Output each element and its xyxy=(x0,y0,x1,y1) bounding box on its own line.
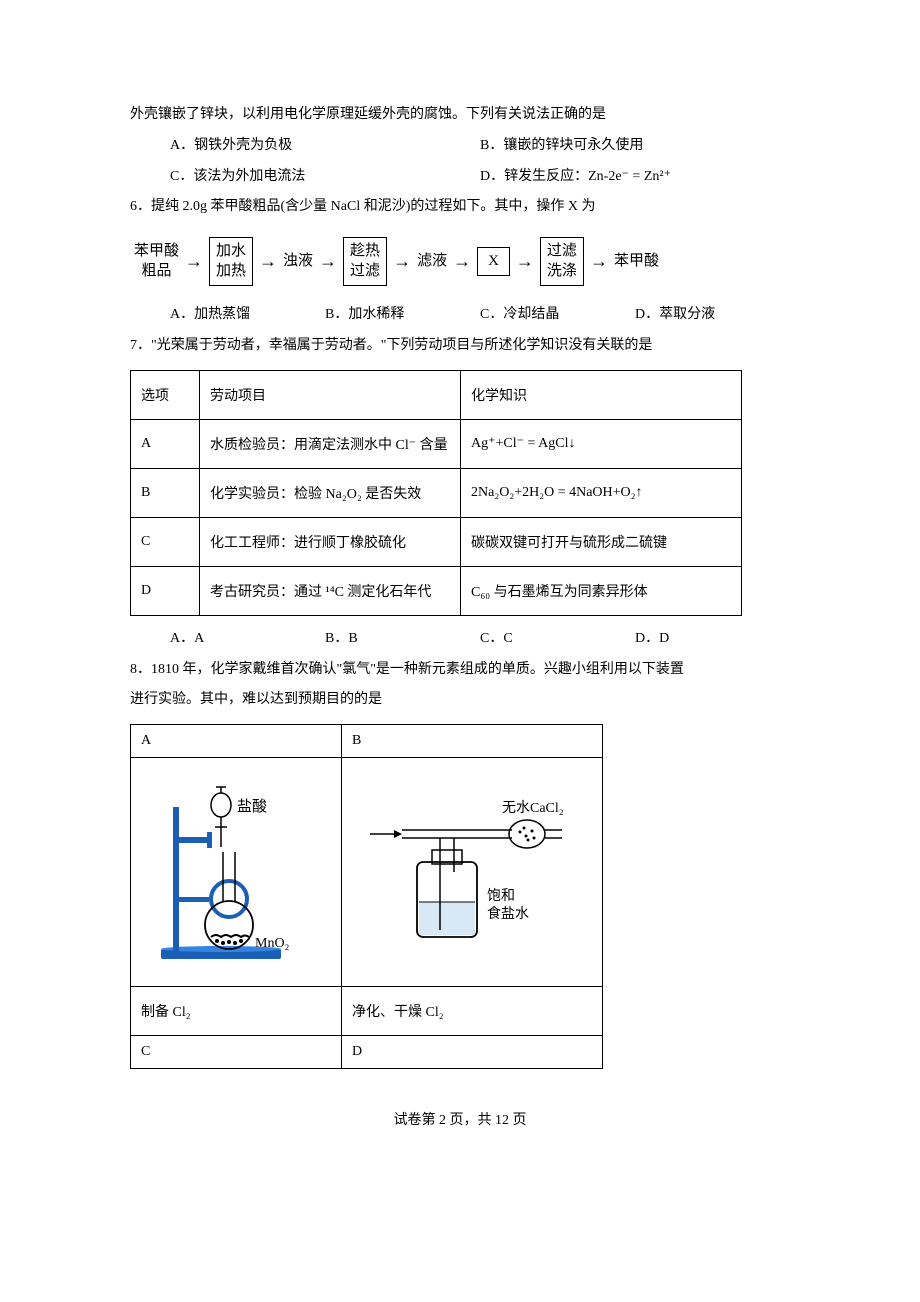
arrow-icon: → xyxy=(590,251,608,272)
q8-b-apparatus: 无水CaCl₂ 饱和 食盐水 xyxy=(342,758,603,987)
flow-start-l1: 苯甲酸 xyxy=(134,243,179,259)
q6-flowchart: 苯甲酸 粗品 → 加水 加热 → 浊液 → 趁热 过滤 → 滤液 → X → 过… xyxy=(134,237,790,286)
table-row: A B xyxy=(131,725,603,758)
q6-opt-a: A．加热蒸馏 xyxy=(170,300,325,331)
label-mno2: MnO₂ xyxy=(255,936,290,951)
arrow-icon: → xyxy=(259,251,277,272)
q7-opt-a: A．A xyxy=(170,624,325,655)
q5-continuation: 外壳镶嵌了锌块，以利用电化学原理延缓外壳的腐蚀。下列有关说法正确的是 xyxy=(130,100,790,131)
q7-r3-opt: D xyxy=(131,566,200,615)
flow-box2: 趁热 过滤 xyxy=(343,237,387,286)
apparatus-b-icon: 无水CaCl₂ 饱和 食盐水 xyxy=(362,782,582,962)
arrow-icon: → xyxy=(185,251,203,272)
flow-box4-l1: 过滤 xyxy=(547,243,577,259)
q5-options-row2: C．该法为外加电流法 D．锌发生反应：Zn-2e⁻ = Zn²⁺ xyxy=(130,162,790,193)
flow-start: 苯甲酸 粗品 xyxy=(134,242,179,281)
table-row: B 化学实验员：检验 Na₂O₂ 是否失效 2Na₂O₂+2H₂O = 4NaO… xyxy=(131,468,742,517)
q7-h3: 化学知识 xyxy=(461,370,742,419)
flow-box2-l1: 趁热 xyxy=(350,243,380,259)
q7-h2: 劳动项目 xyxy=(200,370,461,419)
flow-box2-l2: 过滤 xyxy=(350,263,380,279)
q6-opt-b: B．加水稀释 xyxy=(325,300,480,331)
q8-table: A B xyxy=(130,724,603,1069)
q8-a-caption: 制备 Cl₂ xyxy=(131,987,342,1036)
q7-r0-proj: 水质检验员：用滴定法测水中 Cl⁻ 含量 xyxy=(200,419,461,468)
q7-stem: 7．"光荣属于劳动者，幸福属于劳动者。"下列劳动项目与所述化学知识没有关联的是 xyxy=(130,331,790,362)
q7-r2-chem: 碳碳双键可打开与硫形成二硫键 xyxy=(461,517,742,566)
flow-box1: 加水 加热 xyxy=(209,237,253,286)
flow-box1-l2: 加热 xyxy=(216,263,246,279)
q6-options: A．加热蒸馏 B．加水稀释 C．冷却结晶 D．萃取分液 xyxy=(130,300,790,331)
label-brine2: 食盐水 xyxy=(487,905,529,922)
q5-options-row1: A．钢铁外壳为负极 B．镶嵌的锌块可永久使用 xyxy=(130,131,790,162)
q8-a-label: A xyxy=(131,725,342,758)
table-row: C D xyxy=(131,1036,603,1069)
label-brine1: 饱和 xyxy=(487,888,515,904)
q7-r0-opt: A xyxy=(131,419,200,468)
arrow-icon: → xyxy=(516,251,534,272)
table-header-row: 选项 劳动项目 化学知识 xyxy=(131,370,742,419)
q8-b-label: B xyxy=(342,725,603,758)
q7-r1-chem: 2Na₂O₂+2H₂O = 4NaOH+O₂↑ xyxy=(461,468,742,517)
table-row: D 考古研究员：通过 ¹⁴C 测定化石年代 C₆₀ 与石墨烯互为同素异形体 xyxy=(131,566,742,615)
q8-b-caption: 净化、干燥 Cl₂ xyxy=(342,987,603,1036)
q7-r1-proj: 化学实验员：检验 Na₂O₂ 是否失效 xyxy=(200,468,461,517)
q7-r2-proj: 化工工程师：进行顺丁橡胶硫化 xyxy=(200,517,461,566)
q7-opt-d: D．D xyxy=(635,624,790,655)
q5-opt-d: D．锌发生反应：Zn-2e⁻ = Zn²⁺ xyxy=(480,162,790,193)
q7-r1-opt: B xyxy=(131,468,200,517)
q6-opt-c: C．冷却结晶 xyxy=(480,300,635,331)
q7-opt-c: C．C xyxy=(480,624,635,655)
label-hcl: 盐酸 xyxy=(237,798,267,815)
q7-options: A．A B．B C．C D．D xyxy=(130,624,790,655)
table-row: C 化工工程师：进行顺丁橡胶硫化 碳碳双键可打开与硫形成二硫键 xyxy=(131,517,742,566)
q7-r3-proj: 考古研究员：通过 ¹⁴C 测定化石年代 xyxy=(200,566,461,615)
q7-opt-b: B．B xyxy=(325,624,480,655)
flow-mid2: 滤液 xyxy=(417,252,447,272)
q8-a-apparatus: 盐酸 MnO₂ xyxy=(131,758,342,987)
table-row: 制备 Cl₂ 净化、干燥 Cl₂ xyxy=(131,987,603,1036)
flow-box4: 过滤 洗涤 xyxy=(540,237,584,286)
arrow-icon: → xyxy=(319,251,337,272)
arrow-icon: → xyxy=(393,251,411,272)
table-row: 盐酸 MnO₂ xyxy=(131,758,603,987)
table-row: A 水质检验员：用滴定法测水中 Cl⁻ 含量 Ag⁺+Cl⁻ = AgCl↓ xyxy=(131,419,742,468)
q8-stem-l1: 8．1810 年，化学家戴维首次确认"氯气"是一种新元素组成的单质。兴趣小组利用… xyxy=(130,655,790,686)
q5-opt-c: C．该法为外加电流法 xyxy=(170,162,480,193)
flow-mid1: 浊液 xyxy=(283,252,313,272)
flow-box4-l2: 洗涤 xyxy=(547,263,577,279)
arrow-icon: → xyxy=(453,251,471,272)
q5-opt-b: B．镶嵌的锌块可永久使用 xyxy=(480,131,790,162)
q7-table: 选项 劳动项目 化学知识 A 水质检验员：用滴定法测水中 Cl⁻ 含量 Ag⁺+… xyxy=(130,370,742,616)
q8-stem-l2: 进行实验。其中，难以达到预期目的的是 xyxy=(130,685,790,716)
exam-page: 外壳镶嵌了锌块，以利用电化学原理延缓外壳的腐蚀。下列有关说法正确的是 A．钢铁外… xyxy=(0,0,920,1189)
flow-box3: X xyxy=(477,247,510,277)
label-cacl2: 无水CaCl₂ xyxy=(502,800,564,816)
q7-r2-opt: C xyxy=(131,517,200,566)
flow-start-l2: 粗品 xyxy=(142,263,172,279)
apparatus-a-icon: 盐酸 MnO₂ xyxy=(151,777,321,967)
q7-h1: 选项 xyxy=(131,370,200,419)
q7-r3-chem: C₆₀ 与石墨烯互为同素异形体 xyxy=(461,566,742,615)
q8-d-label: D xyxy=(342,1036,603,1069)
q5-opt-a: A．钢铁外壳为负极 xyxy=(170,131,480,162)
q8-c-label: C xyxy=(131,1036,342,1069)
page-footer: 试卷第 2 页，共 12 页 xyxy=(130,1109,790,1129)
q7-r0-chem: Ag⁺+Cl⁻ = AgCl↓ xyxy=(461,419,742,468)
flow-end: 苯甲酸 xyxy=(614,252,659,272)
flow-box1-l1: 加水 xyxy=(216,243,246,259)
q6-opt-d: D．萃取分液 xyxy=(635,300,790,331)
q6-stem: 6．提纯 2.0g 苯甲酸粗品(含少量 NaCl 和泥沙)的过程如下。其中，操作… xyxy=(130,192,790,223)
